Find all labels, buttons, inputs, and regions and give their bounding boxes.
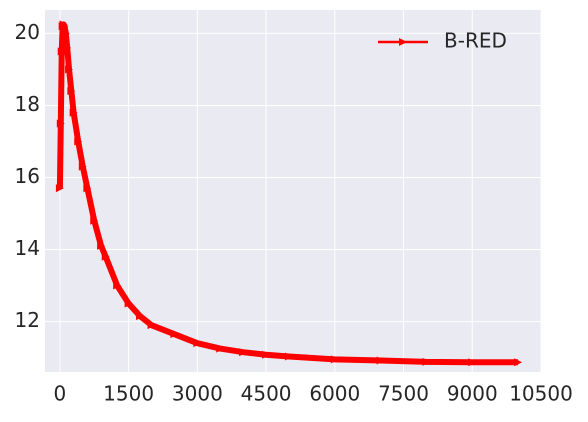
data-marker [90,216,99,225]
data-marker [83,184,92,193]
data-marker [65,65,74,74]
y-tick-label: 14 [15,236,40,260]
data-marker [170,330,179,339]
data-marker [97,241,106,250]
data-marker [60,22,69,31]
data-marker [136,312,145,321]
data-marker [124,299,133,308]
data-marker [284,352,293,361]
y-tick-label: 18 [15,92,40,116]
data-marker [514,358,523,367]
x-tick-label: 4500 [241,382,292,406]
x-tick-label: 9000 [447,382,498,406]
plot-area [45,10,541,372]
data-marker [376,356,385,365]
legend-marker [399,38,407,46]
data-marker [74,137,83,146]
y-tick-label: 20 [15,20,40,44]
data-marker [422,357,431,366]
legend-label: B-RED [444,29,507,53]
data-marker [147,321,156,330]
x-tick-label: 6000 [309,382,360,406]
data-marker [55,184,64,193]
x-tick-label: 10500 [509,382,573,406]
x-tick-label: 1500 [103,382,154,406]
data-marker [63,43,72,52]
data-marker [69,108,78,117]
y-tick-label: 12 [15,308,40,332]
data-marker [262,350,271,359]
y-tick-label: 16 [15,164,40,188]
data-marker [57,47,66,56]
data-marker [56,119,65,128]
data-marker [67,87,76,96]
data-marker [113,281,122,290]
data-marker [239,348,248,357]
data-marker [193,339,202,348]
data-marker [468,358,477,367]
x-tick-label: 3000 [172,382,223,406]
data-marker [216,344,225,353]
x-tick-label: 0 [54,382,67,406]
data-marker [61,29,70,38]
x-tick-label: 7500 [378,382,429,406]
data-marker [101,252,110,261]
data-marker [330,355,339,364]
data-marker [78,162,87,171]
